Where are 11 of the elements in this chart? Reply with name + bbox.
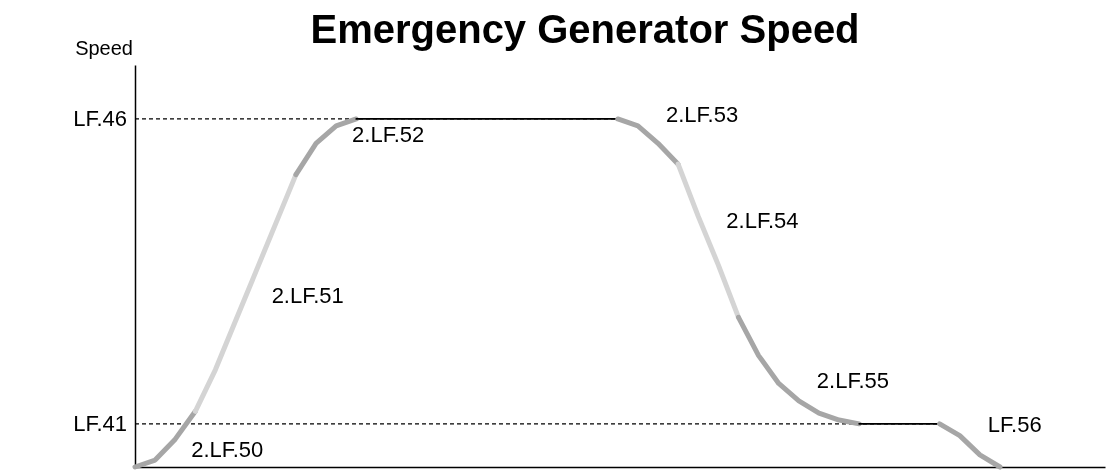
series-label: LF.56 (987, 412, 1042, 438)
series-label: 2.LF.53 (665, 101, 739, 127)
series-label: 2.LF.51 (271, 283, 344, 309)
chart-title: Emergency Generator Speed (310, 7, 860, 51)
y-axis-title: Speed (75, 37, 133, 59)
ref-line-label: LF.41 (73, 410, 127, 436)
series-label: 2.LF.50 (191, 436, 264, 462)
series-label: 2.LF.55 (816, 367, 890, 393)
series-label: 2.LF.54 (726, 207, 799, 233)
ref-line-label: LF.46 (73, 105, 127, 131)
series-label: 2.LF.52 (352, 121, 425, 147)
